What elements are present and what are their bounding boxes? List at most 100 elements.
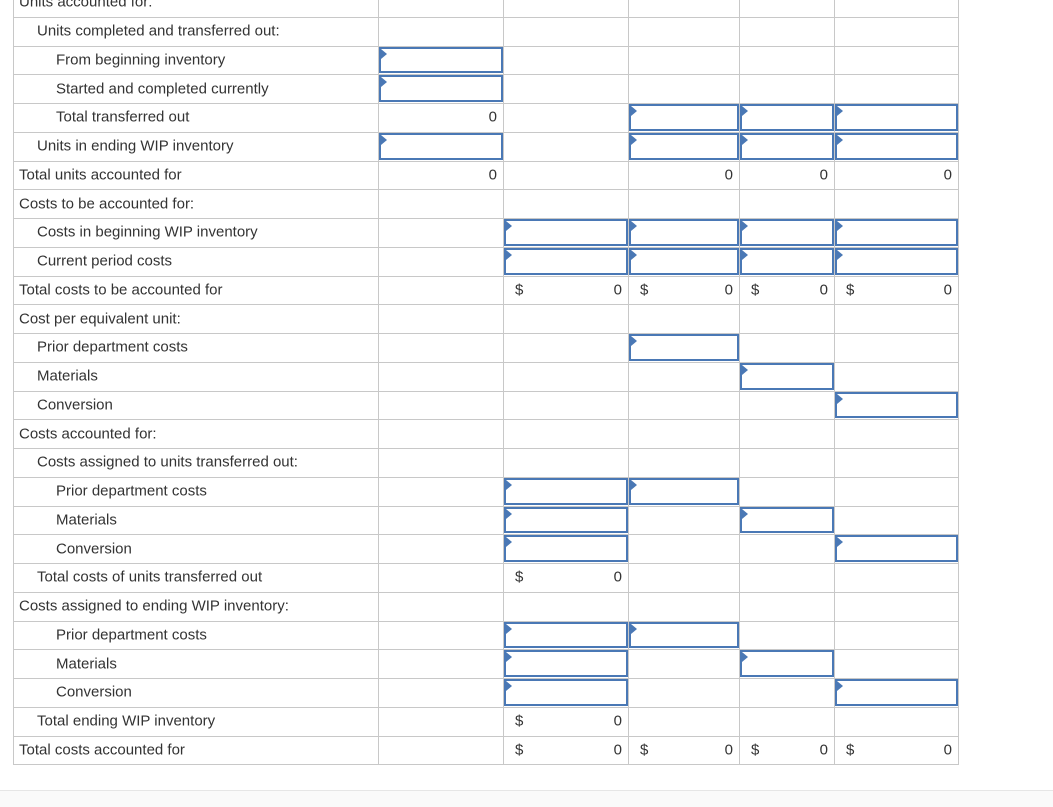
label-text: Total ending WIP inventory: [37, 712, 216, 730]
value-cell: [739, 419, 835, 449]
input-marker: [742, 221, 748, 231]
value-cell: [834, 649, 959, 679]
input-box[interactable]: [835, 219, 958, 246]
cell-value: 0: [613, 281, 622, 299]
input-box[interactable]: [629, 247, 739, 275]
label-text: Current period costs: [37, 252, 173, 270]
input-box[interactable]: [629, 104, 739, 131]
value-cell: [378, 0, 504, 18]
row-label: Costs to be accounted for:: [13, 189, 379, 219]
value-cell: [378, 304, 504, 334]
row-label: Costs assigned to units transferred out:: [13, 448, 379, 478]
label-text: From beginning inventory: [56, 51, 226, 69]
input-marker: [742, 508, 748, 519]
input-box[interactable]: [629, 334, 739, 361]
cell-value: 0: [819, 281, 828, 299]
label-text: Materials: [56, 511, 117, 529]
input-box[interactable]: [504, 219, 628, 246]
row-label: Total ending WIP inventory: [13, 706, 379, 737]
input-box[interactable]: [379, 132, 503, 160]
input-box[interactable]: [504, 650, 628, 677]
input-box[interactable]: [629, 132, 739, 160]
input-box[interactable]: [835, 104, 958, 131]
label-text: Costs assigned to ending WIP inventory:: [19, 597, 289, 615]
row-label: Materials: [13, 649, 379, 679]
currency-symbol: $: [640, 281, 649, 299]
input-box[interactable]: [504, 247, 628, 275]
input-box[interactable]: [740, 506, 834, 534]
input-marker: [631, 249, 637, 260]
value-cell: [834, 74, 959, 104]
input-box[interactable]: [504, 621, 628, 649]
value-cell: [378, 448, 504, 478]
value-cell: [503, 0, 629, 18]
input-box[interactable]: [835, 247, 958, 275]
value-cell: [378, 649, 504, 679]
row-label: Current period costs: [13, 246, 379, 277]
value-cell: [628, 620, 740, 651]
input-box[interactable]: [740, 650, 834, 677]
input-box[interactable]: [835, 391, 958, 419]
row-label: Units accounted for:: [13, 0, 379, 18]
input-box[interactable]: [835, 132, 958, 160]
currency-symbol: $: [515, 281, 524, 299]
input-box[interactable]: [740, 132, 834, 160]
value-cell: $0: [503, 275, 629, 306]
input-marker: [837, 134, 843, 145]
currency-symbol: $: [751, 741, 760, 759]
input-box[interactable]: [379, 75, 503, 102]
input-box[interactable]: [629, 219, 739, 246]
value-cell: [378, 390, 504, 421]
value-cell: [628, 390, 740, 421]
input-box[interactable]: [629, 621, 739, 649]
value-cell: [739, 361, 835, 392]
currency-symbol: $: [751, 281, 760, 299]
row-label: Conversion: [13, 390, 379, 421]
value-cell: [834, 448, 959, 478]
input-box[interactable]: [504, 679, 628, 706]
value-cell: [628, 131, 740, 162]
value-cell: [503, 620, 629, 651]
input-box[interactable]: [504, 506, 628, 534]
row-label: Prior department costs: [13, 476, 379, 507]
value-cell: [834, 534, 959, 564]
label-text: Total costs accounted for: [19, 741, 185, 759]
input-box[interactable]: [835, 535, 958, 562]
input-box[interactable]: [740, 362, 834, 390]
value-cell: [739, 189, 835, 219]
row-label: Conversion: [13, 678, 379, 708]
input-marker: [742, 249, 748, 260]
input-box[interactable]: [740, 104, 834, 131]
input-box[interactable]: [740, 219, 834, 246]
input-box[interactable]: [379, 46, 503, 74]
input-box[interactable]: [504, 477, 628, 505]
value-cell: [628, 16, 740, 47]
input-marker: [506, 249, 512, 260]
value-cell: $0: [628, 275, 740, 306]
value-cell: [628, 361, 740, 392]
value-cell: 0: [628, 160, 740, 191]
input-marker: [837, 249, 843, 260]
input-marker: [506, 652, 512, 663]
label-text: Costs accounted for:: [19, 425, 157, 443]
value-cell: 0: [378, 160, 504, 191]
value-cell: [739, 534, 835, 564]
value-cell: [378, 563, 504, 593]
value-cell: [503, 304, 629, 334]
value-cell: [503, 218, 629, 248]
input-box[interactable]: [629, 477, 739, 505]
row-label: Costs assigned to ending WIP inventory:: [13, 591, 379, 622]
row-label: Cost per equivalent unit:: [13, 304, 379, 334]
value-cell: [739, 218, 835, 248]
value-cell: [503, 534, 629, 564]
value-cell: [503, 361, 629, 392]
input-box[interactable]: [835, 679, 958, 706]
input-box[interactable]: [504, 535, 628, 562]
input-marker: [631, 134, 637, 145]
value-cell: [739, 304, 835, 334]
value-cell: [628, 706, 740, 737]
value-cell: [739, 131, 835, 162]
input-box[interactable]: [740, 247, 834, 275]
value-cell: [628, 0, 740, 18]
input-marker: [381, 48, 387, 59]
